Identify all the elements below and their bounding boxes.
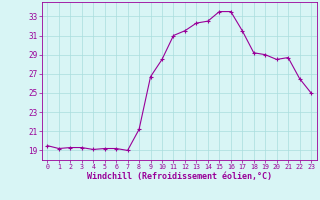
X-axis label: Windchill (Refroidissement éolien,°C): Windchill (Refroidissement éolien,°C) bbox=[87, 172, 272, 181]
